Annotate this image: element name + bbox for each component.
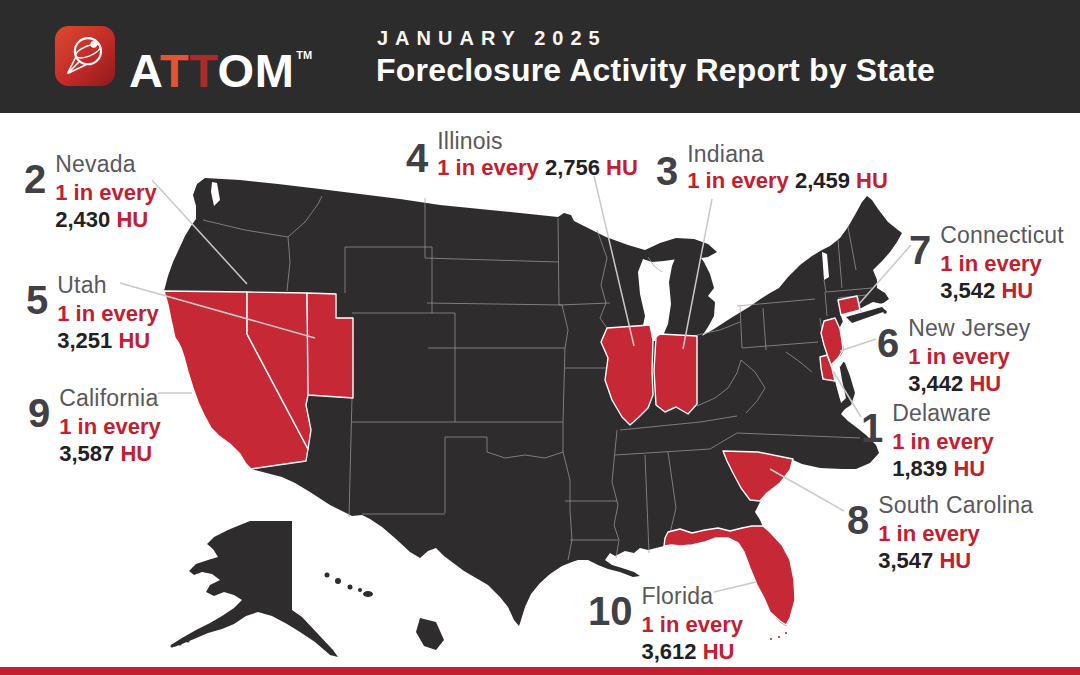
ratio-label: 1 in every xyxy=(940,250,1064,277)
value-number: 3,547 xyxy=(878,548,933,573)
rank-badge: 1 xyxy=(861,408,883,482)
attom-wordmark: ATTOMTM xyxy=(129,25,312,101)
ratio-value: 1 in every 2,756 HU xyxy=(437,154,638,181)
ratio-label: 1 in every xyxy=(878,520,1033,547)
value-number: 2,756 xyxy=(545,155,600,180)
trademark-symbol: TM xyxy=(296,49,312,61)
wordmark-letter-m: M xyxy=(255,44,295,97)
ratio-value: 1 in every 2,459 HU xyxy=(687,167,888,194)
callout-utah: 5 Utah 1 in every 3,251 HU xyxy=(26,271,159,354)
callout-california: 9 California 1 in every 3,587 HU xyxy=(28,384,161,467)
report-date: JANUARY 2025 xyxy=(377,27,607,50)
wordmark-letter-o: O xyxy=(218,44,255,97)
housing-units-label: HU xyxy=(939,548,971,573)
leader-line-new-jersey xyxy=(840,339,876,351)
rank-badge: 4 xyxy=(406,138,428,181)
housing-units-label: HU xyxy=(118,328,150,353)
callout-new-jersey: 6 New Jersey 1 in every 3,442 HU xyxy=(877,314,1030,397)
value-number: 3,612 xyxy=(642,639,697,664)
ratio-value: 1,839 HU xyxy=(892,455,994,482)
ratio-value: 3,612 HU xyxy=(642,638,744,665)
wordmark-letter-a: A xyxy=(129,44,160,97)
ratio-label: 1 in every xyxy=(892,428,994,455)
value-number: 3,542 xyxy=(940,278,995,303)
wordmark-letter-t2: T xyxy=(189,44,217,97)
value-number: 3,587 xyxy=(59,441,114,466)
callout-south-carolina: 8 South Carolina 1 in every 3,547 HU xyxy=(847,491,1033,574)
value-number: 1,839 xyxy=(892,456,947,481)
housing-units-label: HU xyxy=(856,168,888,193)
ratio-label: 1 in every xyxy=(55,179,157,206)
ratio-value: 3,251 HU xyxy=(57,327,159,354)
state-name: Florida xyxy=(642,582,744,611)
state-name: Nevada xyxy=(55,150,157,179)
attom-logo: ATTOMTM xyxy=(54,25,312,101)
ratio-label: 1 in every xyxy=(59,413,161,440)
ratio-value: 3,542 HU xyxy=(940,277,1064,304)
attom-logo-icon xyxy=(54,25,116,87)
foreclosure-infographic: ATTOMTM JANUARY 2025 Foreclosure Activit… xyxy=(0,0,1080,675)
value-number: 2,459 xyxy=(795,168,850,193)
housing-units-label: HU xyxy=(120,441,152,466)
ratio-value: 3,587 HU xyxy=(59,440,161,467)
ratio-label: 1 in every xyxy=(908,343,1030,370)
state-name: Delaware xyxy=(892,399,994,428)
rank-badge: 7 xyxy=(909,230,931,304)
housing-units-label: HU xyxy=(953,456,985,481)
ratio-value: 3,442 HU xyxy=(908,370,1030,397)
rank-badge: 9 xyxy=(28,393,50,467)
ratio-label: 1 in every xyxy=(57,300,159,327)
ratio-label: 1 in every xyxy=(642,611,744,638)
ratio-label: 1 in every xyxy=(687,168,789,193)
state-indiana xyxy=(654,334,697,414)
rank-badge: 10 xyxy=(588,591,633,665)
alaska-silhouette xyxy=(171,521,338,657)
rank-badge: 3 xyxy=(656,151,678,194)
page-title: Foreclosure Activity Report by State xyxy=(376,52,935,89)
state-name: South Carolina xyxy=(878,491,1033,520)
footer-accent-bar xyxy=(0,667,1080,675)
housing-units-label: HU xyxy=(606,155,638,180)
callout-indiana: 3 Indiana 1 in every 2,459 HU xyxy=(656,142,888,194)
rank-badge: 5 xyxy=(26,280,48,354)
callout-florida: 10 Florida 1 in every 3,612 HU xyxy=(588,582,743,665)
callout-nevada: 2 Nevada 1 in every 2,430 HU xyxy=(24,150,157,233)
florida-keys xyxy=(784,631,788,635)
callout-connecticut: 7 Connecticut 1 in every 3,542 HU xyxy=(909,221,1064,304)
header: ATTOMTM JANUARY 2025 Foreclosure Activit… xyxy=(0,0,1080,113)
callout-delaware: 1 Delaware 1 in every 1,839 HU xyxy=(861,399,994,482)
nantucket xyxy=(876,308,880,312)
state-name: Connecticut xyxy=(940,221,1064,250)
value-number: 2,430 xyxy=(55,207,110,232)
ratio-value: 2,430 HU xyxy=(55,206,157,233)
hawaii-silhouette xyxy=(171,573,445,651)
ratio-label: 1 in every xyxy=(437,155,539,180)
value-number: 3,251 xyxy=(57,328,112,353)
leader-line-south-carolina xyxy=(770,469,844,511)
rank-badge: 2 xyxy=(24,159,46,233)
rank-badge: 6 xyxy=(877,323,899,397)
callout-illinois: 4 Illinois 1 in every 2,756 HU xyxy=(406,129,638,181)
rank-badge: 8 xyxy=(847,500,869,574)
state-name: Utah xyxy=(57,271,159,300)
housing-units-label: HU xyxy=(703,639,735,664)
state-name: California xyxy=(59,384,161,413)
housing-units-label: HU xyxy=(1001,278,1033,303)
state-name: Indiana xyxy=(687,142,888,167)
housing-units-label: HU xyxy=(969,371,1001,396)
ratio-value: 3,547 HU xyxy=(878,547,1033,574)
state-name: Illinois xyxy=(437,129,638,154)
value-number: 3,442 xyxy=(908,371,963,396)
housing-units-label: HU xyxy=(116,207,148,232)
state-name: New Jersey xyxy=(908,314,1030,343)
wordmark-letter-t1: T xyxy=(160,44,189,97)
